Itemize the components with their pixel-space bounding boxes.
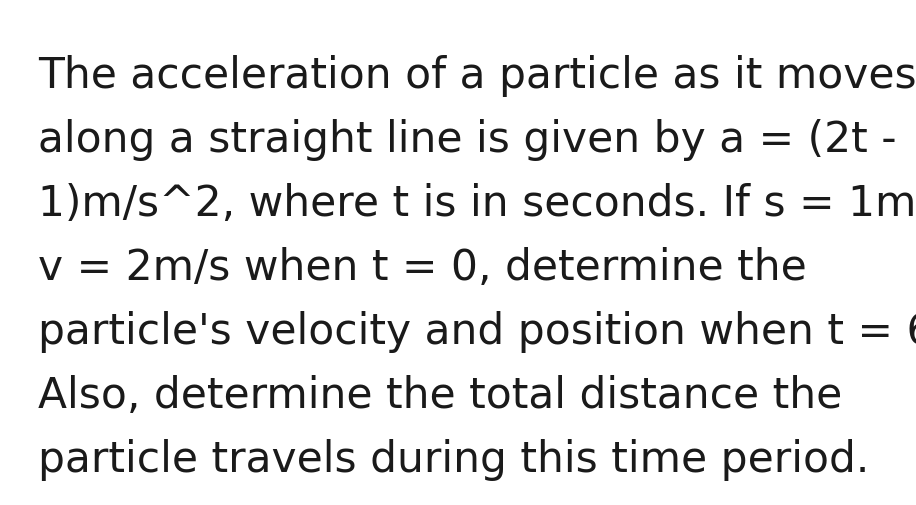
- Text: 1)m/s^2, where t is in seconds. If s = 1m and: 1)m/s^2, where t is in seconds. If s = 1…: [38, 183, 916, 225]
- Text: particle's velocity and position when t = 6s.: particle's velocity and position when t …: [38, 311, 916, 352]
- Text: particle travels during this time period.: particle travels during this time period…: [38, 438, 869, 480]
- Text: v = 2m/s when t = 0, determine the: v = 2m/s when t = 0, determine the: [38, 246, 807, 288]
- Text: along a straight line is given by a = (2t -: along a straight line is given by a = (2…: [38, 119, 897, 161]
- Text: The acceleration of a particle as it moves: The acceleration of a particle as it mov…: [38, 55, 916, 97]
- Text: Also, determine the total distance the: Also, determine the total distance the: [38, 374, 842, 416]
